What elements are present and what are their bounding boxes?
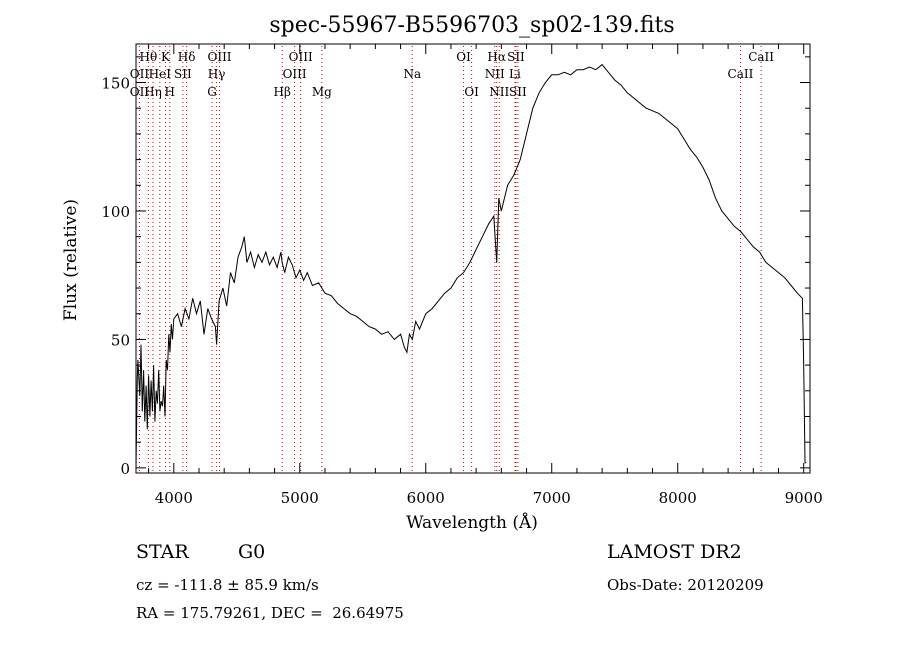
y-axis-label: Flux (relative)	[61, 199, 81, 321]
spectral-line-label: SII	[509, 85, 527, 99]
spectral-line-label: NII	[489, 85, 509, 99]
x-tick-label: 8000	[659, 489, 697, 507]
spectral-line-label: SII	[174, 67, 192, 81]
spectral-line-label: OIII	[207, 50, 231, 64]
plot-frame	[135, 43, 811, 474]
spectral-line-label: OI	[456, 50, 471, 64]
spectral-line-label: CaII	[748, 50, 774, 64]
spectral-line-label: K	[161, 50, 171, 64]
y-tick-label: 0	[120, 460, 130, 478]
spectral-line-label: Mg	[312, 85, 332, 99]
x-tick-label: 7000	[533, 489, 571, 507]
spectral-line-label: Hβ	[274, 85, 291, 99]
spectral-line-label: Hη	[144, 85, 162, 99]
observation-date: Obs-Date: 20120209	[607, 576, 764, 594]
spectral-line-label: OIII	[283, 67, 307, 81]
x-tick-label: 6000	[407, 489, 445, 507]
spectral-line-label: OIII	[289, 50, 313, 64]
spectral-subclass: G0	[238, 541, 266, 563]
y-tick-label: 100	[101, 203, 130, 221]
x-tick-label: 9000	[785, 489, 823, 507]
survey-name: LAMOST DR2	[607, 541, 742, 563]
spectral-line-label: OII	[130, 85, 150, 99]
spectral-line-label: SII	[507, 50, 525, 64]
spectral-line-label: G	[207, 85, 217, 99]
coordinates-readout: RA = 175.79261, DEC = 26.64975	[136, 604, 404, 622]
spectral-line-label: Hα	[487, 50, 506, 64]
spectral-line-label: Hδ	[178, 50, 196, 64]
spectral-line-label: Li	[509, 67, 521, 81]
spectral-line-label: NII	[485, 67, 505, 81]
spectral-line-markers	[138, 46, 762, 471]
spectral-line-label: CaII	[728, 67, 754, 81]
x-axis-ticks: 4000 5000 6000 7000 8000 9000	[148, 44, 823, 507]
spectral-line-label: Hθ	[139, 50, 157, 64]
spectral-line-label: OII	[130, 67, 150, 81]
spectral-line-label: HeI	[149, 67, 172, 81]
y-tick-label: 150	[101, 75, 130, 93]
x-tick-label: 5000	[281, 489, 319, 507]
x-axis-label: Wavelength (Å)	[406, 512, 538, 533]
spectral-line-label: Na	[403, 67, 421, 81]
spectral-line-label: H	[165, 85, 175, 99]
spectral-line-label: OI	[464, 85, 479, 99]
y-axis-ticks: 0 50 100 150	[101, 56, 810, 478]
y-tick-label: 50	[111, 331, 130, 349]
spectrum-line	[135, 63, 807, 468]
chart-title: spec-55967-B5596703_sp02-139.fits	[269, 13, 674, 38]
object-class: STAR	[136, 541, 189, 563]
x-tick-label: 4000	[155, 489, 193, 507]
spectral-line-label: Hγ	[208, 67, 226, 81]
redshift-readout: cz = -111.8 ± 85.9 km/s	[136, 576, 319, 594]
